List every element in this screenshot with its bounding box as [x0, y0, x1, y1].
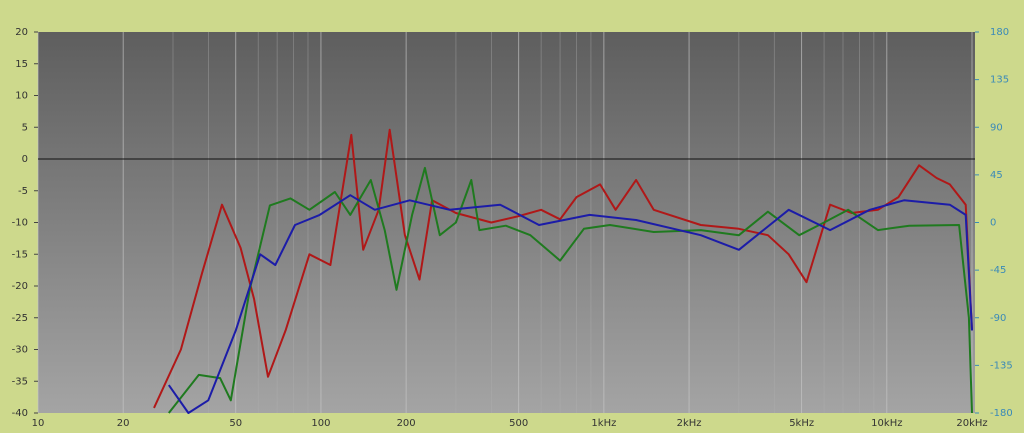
x-tick-label: 20 [117, 418, 130, 429]
series-line [168, 166, 973, 414]
x-tick-label: 10 [32, 418, 45, 429]
x-tick-label: 100 [311, 418, 330, 429]
y-tick-label: 10 [15, 91, 28, 102]
plot-area [38, 32, 975, 413]
y2-tick-label: -45 [990, 265, 1006, 276]
series-line [153, 128, 973, 409]
x-tick-label: 500 [509, 418, 528, 429]
series-line [167, 194, 973, 414]
y-tick-label: -15 [12, 249, 28, 260]
x-tick-label: 10kHz [871, 418, 902, 429]
y-tick-label: 20 [15, 27, 28, 38]
x-tick-label: 5kHz [789, 418, 814, 429]
x-tick-label: 50 [229, 418, 242, 429]
y2-tick-label: -180 [990, 408, 1013, 419]
y-tick-label: -5 [18, 186, 28, 197]
y-tick-label: 5 [22, 122, 28, 133]
y-tick-label: -10 [12, 218, 28, 229]
y-tick-label: -20 [12, 281, 28, 292]
x-tick-label: 2kHz [677, 418, 702, 429]
y2-tick-label: 0 [990, 218, 996, 229]
y-tick-label: -30 [12, 345, 28, 356]
y2-tick-label: 45 [990, 170, 1003, 181]
y2-tick-label: -135 [990, 360, 1013, 371]
y-tick-label: -40 [12, 408, 28, 419]
y2-tick-label: 180 [990, 27, 1009, 38]
x-tick-label: 200 [397, 418, 416, 429]
y2-tick-label: 135 [990, 75, 1009, 86]
y2-tick-label: 90 [990, 122, 1003, 133]
y-tick-label: -25 [12, 313, 28, 324]
x-tick-label: 20kHz [956, 418, 987, 429]
y-tick-label: -35 [12, 376, 28, 387]
x-tick-label: 1kHz [591, 418, 616, 429]
y-tick-label: 15 [15, 59, 28, 70]
y-tick-label: 0 [22, 154, 28, 165]
y2-tick-label: -90 [990, 313, 1006, 324]
